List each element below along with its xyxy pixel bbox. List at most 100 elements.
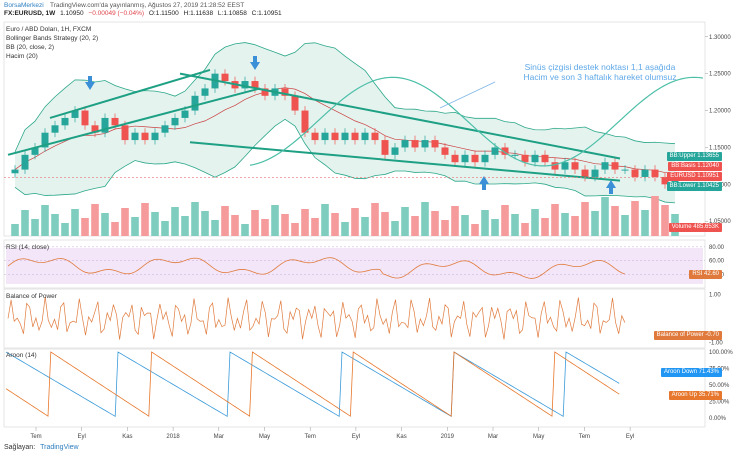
aroon-down-badge: Aroon Down 71.43% xyxy=(660,368,722,377)
candle-body xyxy=(151,132,159,141)
bb-lower-badge: BB:Lower 1.10425 xyxy=(666,182,722,191)
candle-body xyxy=(471,154,479,163)
volume-bar xyxy=(251,210,259,236)
volume-badge: Volume 485.653K xyxy=(668,223,722,232)
volume-bar xyxy=(231,215,239,236)
volume-bar xyxy=(541,218,549,236)
volume-bar xyxy=(141,203,149,236)
volume-bar xyxy=(451,206,459,236)
volume-bar xyxy=(161,221,169,236)
x-tick-label: Eyl xyxy=(626,434,634,440)
y-tick-label: 1.30000 xyxy=(709,35,731,41)
volume-bar xyxy=(481,210,489,236)
candle-body xyxy=(111,117,119,126)
y-tick-label: 1.20000 xyxy=(709,109,731,115)
bb-basis-badge: BB:Basis 1.12040 xyxy=(668,162,722,171)
candle-body xyxy=(551,162,559,170)
indicator-volume[interactable]: Hacim (20) xyxy=(6,53,38,60)
y-tick-label: 1.15000 xyxy=(709,145,731,151)
symbol-name[interactable]: FX:EURUSD, 1W xyxy=(4,10,56,17)
volume-bar xyxy=(311,218,319,236)
candle-body xyxy=(571,162,579,170)
volume-bar xyxy=(21,210,29,236)
candle-body xyxy=(541,154,549,163)
low-value: L:1.10858 xyxy=(217,10,247,17)
bop-badge: Balance of Power -0.70 xyxy=(653,331,722,340)
volume-bar xyxy=(531,209,539,236)
candle-body xyxy=(81,110,89,126)
aroon-down-line xyxy=(5,351,620,418)
volume-bar xyxy=(131,217,139,236)
x-tick-label: Eyl xyxy=(78,434,86,440)
candle-body xyxy=(281,88,289,96)
volume-bar xyxy=(621,215,629,236)
tradingview-link[interactable]: TradingView xyxy=(40,444,79,451)
candle-body xyxy=(31,147,39,155)
bop-pane-title[interactable]: Balance of Power xyxy=(6,293,57,300)
candle-body xyxy=(121,125,129,141)
volume-bar xyxy=(611,206,619,236)
volume-bar xyxy=(431,211,439,236)
volume-bar xyxy=(641,210,649,236)
published-info: TradingView.com'da yayınlanmış, Ağustos … xyxy=(50,2,245,9)
volume-bar xyxy=(551,204,559,236)
x-tick-label: Mar xyxy=(488,434,498,440)
bop-tick-label: -1.00 xyxy=(709,341,723,347)
x-tick-label: Tem xyxy=(305,434,316,440)
volume-bar xyxy=(361,217,369,236)
candle-body xyxy=(501,147,509,155)
candle-body xyxy=(311,132,319,141)
indicator-series-name[interactable]: Euro / ABD Doları, 1H, FXCM xyxy=(6,26,92,33)
candle-body xyxy=(161,125,169,133)
footer: Sağlayan: TradingView xyxy=(4,444,79,451)
candle-body xyxy=(491,147,499,155)
bop-line xyxy=(7,296,626,340)
trendline-support-rising xyxy=(7,87,261,156)
volume-bar xyxy=(31,219,39,236)
eurusd-badge: EURUSD 1.10951 xyxy=(667,172,722,181)
arrow-down-icon-stem xyxy=(253,56,257,62)
candle-body xyxy=(461,154,469,163)
candle-body xyxy=(11,169,19,174)
last-price: 1.10950 xyxy=(60,10,84,17)
volume-bar xyxy=(631,201,639,236)
indicator-bb[interactable]: BB (20, close, 2) xyxy=(6,44,55,51)
x-tick-label: Kas xyxy=(122,434,132,440)
y-tick-label: 1.25000 xyxy=(709,72,731,78)
rsi-tick-label: 60.00 xyxy=(709,259,725,265)
candle-body xyxy=(611,162,619,170)
volume-bar xyxy=(51,214,59,236)
indicator-bb-strategy[interactable]: Bollinger Bands Strategy (20, 2) xyxy=(6,35,99,42)
aroon-up-badge: Aroon Up 35.71% xyxy=(668,391,722,400)
annotation-line-1: Sinüs çizgisi destek noktası 1,1 aşağıda xyxy=(524,62,676,72)
chart-annotation: Sinüs çizgisi destek noktası 1,1 aşağıda… xyxy=(480,62,720,82)
volume-bar xyxy=(91,204,99,236)
volume-bar xyxy=(591,211,599,236)
aroon-pane-title[interactable]: Aroon (14) xyxy=(6,352,37,359)
bb-upper-badge: BB:Upper 1.13655 xyxy=(666,152,722,161)
rsi-badge: RSI 42.60 xyxy=(689,270,722,279)
rsi-pane-title[interactable]: RSI (14, close) xyxy=(6,244,49,251)
volume-bar xyxy=(61,223,69,236)
aroon-tick-label: 0.00% xyxy=(709,416,727,422)
symbol-line: FX:EURUSD, 1W 1.10950 −0.00049 (−0.04%) … xyxy=(4,10,282,17)
volume-bar xyxy=(271,205,279,236)
candle-body xyxy=(371,132,379,141)
footer-label: Sağlayan: xyxy=(4,444,36,451)
rsi-band xyxy=(6,248,703,284)
candle-body xyxy=(381,140,389,155)
volume-bar xyxy=(571,216,579,236)
x-tick-label: May xyxy=(259,434,270,440)
candle-body xyxy=(261,88,269,96)
candle-body xyxy=(431,140,439,148)
candle-body xyxy=(71,110,79,118)
volume-bar xyxy=(341,222,349,236)
candle-body xyxy=(451,154,459,163)
volume-bar xyxy=(501,205,509,236)
volume-bar xyxy=(461,215,469,236)
y-tick-label: 1.05000 xyxy=(709,219,731,225)
candle-body xyxy=(601,162,609,170)
chart-header: BorsaMerkezi TradingView.com'da yayınlan… xyxy=(0,0,745,17)
candle-body xyxy=(241,81,249,89)
candle-body xyxy=(631,169,639,177)
